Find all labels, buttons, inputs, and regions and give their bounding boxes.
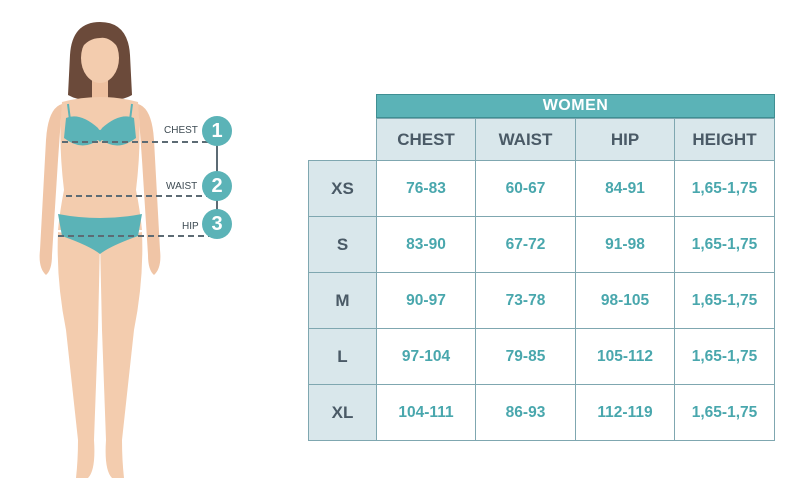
briefs: [58, 214, 142, 254]
chest-number-badge: 1: [202, 116, 232, 146]
hip-number-badge: 3: [202, 209, 232, 239]
table-cell: 105-112: [575, 328, 675, 385]
table-cell: 1,65-1,75: [674, 384, 775, 441]
table-cell: 112-119: [575, 384, 675, 441]
right-leg: [100, 232, 143, 478]
table-cell: 73-78: [475, 272, 576, 329]
table-cell: 60-67: [475, 160, 576, 217]
table-cell: 76-83: [376, 160, 476, 217]
table-cell: 79-85: [475, 328, 576, 385]
col-header-height: HEIGHT: [674, 118, 775, 161]
table-cell: 104-111: [376, 384, 476, 441]
row-header-l: L: [308, 328, 377, 385]
neck: [92, 78, 108, 98]
table-cell: 97-104: [376, 328, 476, 385]
row-header-xl: XL: [308, 384, 377, 441]
table-cell: 86-93: [475, 384, 576, 441]
table-cell: 1,65-1,75: [674, 272, 775, 329]
bra: [64, 116, 136, 146]
waist-number-badge: 2: [202, 171, 232, 201]
table-cell: 1,65-1,75: [674, 216, 775, 273]
col-header-hip: HIP: [575, 118, 675, 161]
left-leg: [57, 232, 100, 478]
hip-label: HIP: [182, 221, 199, 232]
row-header-xs: XS: [308, 160, 377, 217]
table-cell: 1,65-1,75: [674, 160, 775, 217]
table-cell: 91-98: [575, 216, 675, 273]
table-cell: 83-90: [376, 216, 476, 273]
table-cell: 67-72: [475, 216, 576, 273]
waist-label: WAIST: [166, 181, 198, 192]
table-cell: 98-105: [575, 272, 675, 329]
body-illustration: [39, 22, 218, 478]
col-header-waist: WAIST: [475, 118, 576, 161]
hair-top: [80, 28, 120, 50]
row-header-m: M: [308, 272, 377, 329]
row-header-s: S: [308, 216, 377, 273]
face: [81, 33, 119, 83]
table-cell: 84-91: [575, 160, 675, 217]
table-cell: 90-97: [376, 272, 476, 329]
women-header: WOMEN: [376, 94, 775, 118]
col-header-chest: CHEST: [376, 118, 476, 161]
left-arm: [39, 104, 62, 275]
right-arm: [138, 104, 161, 275]
chest-label: CHEST: [164, 125, 198, 136]
table-cell: 1,65-1,75: [674, 328, 775, 385]
